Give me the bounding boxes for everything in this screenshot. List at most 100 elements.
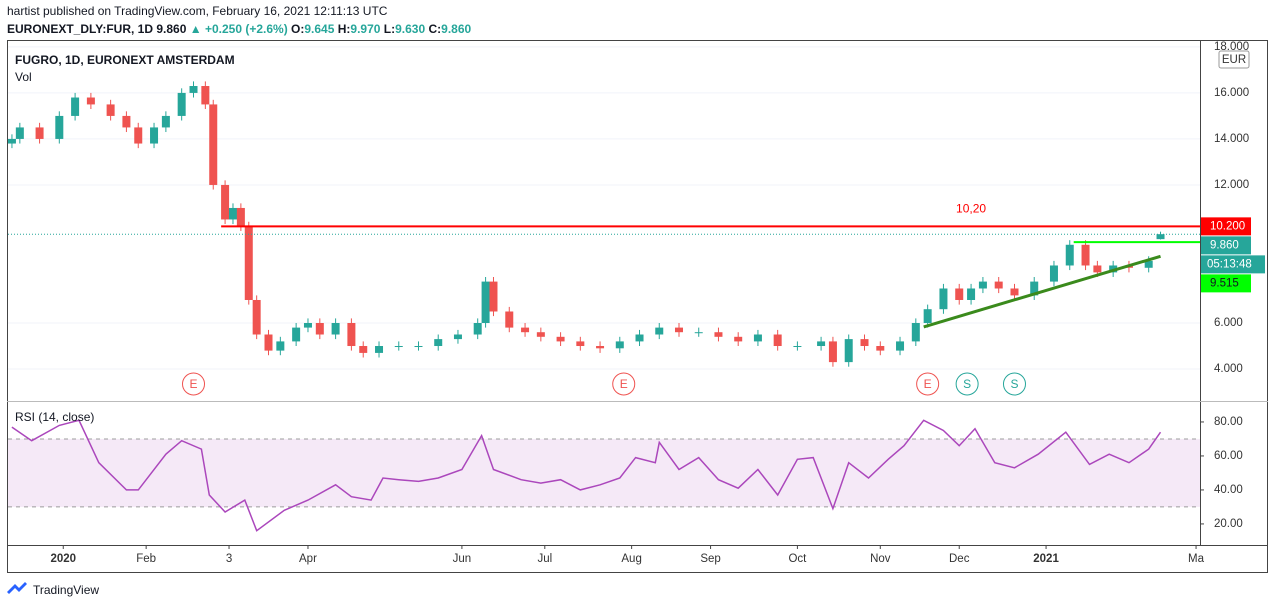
candle-body: [773, 334, 782, 347]
candle-body: [635, 334, 644, 342]
candle-body: [489, 281, 498, 312]
candle-body: [473, 323, 482, 335]
countdown: 05:13:48: [1207, 258, 1252, 270]
y-tick-label: 80.00: [1214, 416, 1243, 428]
price-label-box: [1201, 274, 1251, 293]
rsi-title: RSI (14, close): [15, 410, 94, 424]
candle-body: [292, 327, 301, 342]
candle-body: [939, 288, 948, 310]
candle-body: [1093, 265, 1102, 273]
event-marker: [182, 372, 206, 396]
candle-body: [150, 127, 159, 144]
y-tick-label: 12.000: [1214, 179, 1249, 191]
candle-body: [228, 207, 237, 220]
candle-body: [244, 226, 253, 300]
candle-body: [556, 336, 565, 342]
x-tick-label: Nov: [870, 553, 891, 565]
ohlc-value: 9.630: [395, 22, 425, 36]
ohlc-value: 9.970: [350, 22, 380, 36]
price-label-box: [1201, 236, 1251, 255]
x-tick-label: Oct: [788, 553, 807, 565]
last-price: 9.860: [156, 22, 186, 36]
y-tick-label: 6.000: [1214, 317, 1243, 329]
x-tick-label: Dec: [949, 553, 970, 565]
candle-body: [359, 346, 368, 353]
volume-label: Vol: [15, 70, 32, 84]
ohlc-value: 9.860: [441, 22, 471, 36]
x-tick-label: Aug: [621, 553, 641, 565]
x-tick-label: Sep: [700, 553, 720, 565]
candle-body: [694, 332, 703, 334]
pane-title: FUGRO, 1D, EURONEXT AMSTERDAM: [15, 53, 235, 67]
event-label: S: [1010, 377, 1018, 391]
candle-body: [955, 288, 964, 300]
annotation: 10,20: [956, 202, 986, 216]
price-label-box: [1201, 217, 1251, 236]
currency-box: [1218, 50, 1250, 69]
x-tick-label: 3: [226, 553, 232, 565]
candle-body: [576, 341, 585, 347]
candle-body: [521, 327, 530, 333]
candle-body: [394, 346, 403, 348]
candle-body: [615, 341, 624, 349]
candle-body: [896, 341, 905, 351]
y-tick-label: 4.000: [1214, 363, 1243, 375]
candle-body: [434, 339, 443, 347]
candle-body: [209, 104, 218, 185]
event-marker: [1002, 372, 1026, 396]
candle-body: [1081, 244, 1090, 266]
event-label: E: [620, 377, 628, 391]
candle-body: [674, 327, 683, 333]
symbol: EURONEXT_DLY:FUR, 1D: [7, 22, 153, 36]
candle-body: [347, 323, 356, 347]
candle-body: [536, 332, 545, 337]
countdown-box: [1201, 255, 1265, 274]
candle-body: [844, 339, 853, 363]
candle-body: [122, 115, 131, 128]
candle-body: [315, 323, 324, 335]
tradingview-logo: [7, 582, 27, 594]
candle-body: [655, 327, 664, 335]
y-tick-label: 16.000: [1214, 87, 1249, 99]
candle-body: [276, 341, 285, 351]
currency: EUR: [1222, 54, 1246, 66]
trendline: [923, 254, 1161, 329]
chart-frame: [7, 40, 1268, 573]
x-tick-label: Jul: [537, 553, 552, 565]
candle-body: [596, 346, 605, 349]
candle-body: [189, 86, 198, 93]
y-tick-label: 40.00: [1214, 484, 1243, 496]
candle-body: [978, 281, 987, 289]
rsi-line: [11, 419, 1162, 532]
candle-body: [35, 127, 44, 139]
event-marker: [916, 372, 940, 396]
change: ▲ +0.250 (+2.6%): [190, 22, 288, 36]
x-tick-label: Ma: [1188, 553, 1205, 565]
candle-body: [1156, 234, 1165, 240]
candle-body: [923, 309, 932, 324]
footer-brand: TradingView: [33, 583, 99, 597]
candle-body: [236, 207, 245, 227]
candle-body: [264, 334, 273, 351]
candle-body: [177, 92, 186, 116]
candle-body: [86, 97, 95, 105]
ohlc-key: C:: [429, 22, 442, 36]
candle-body: [303, 323, 312, 328]
candle-body: [817, 341, 826, 347]
event-label: E: [924, 377, 932, 391]
ohlc-key: O:: [291, 22, 304, 36]
symbol-line: EURONEXT_DLY:FUR, 1D 9.860 ▲ +0.250 (+2.…: [7, 22, 472, 36]
event-marker: [955, 372, 979, 396]
candle-body: [1030, 281, 1039, 296]
candle-body: [106, 104, 115, 116]
event-label: S: [963, 377, 971, 391]
candle-body: [7, 138, 16, 144]
candle-body: [793, 346, 802, 348]
candle-body: [161, 115, 170, 128]
candle-body: [71, 97, 80, 116]
x-tick-label: Feb: [136, 553, 156, 565]
candle-body: [505, 311, 514, 328]
ohlc-key: L:: [384, 22, 395, 36]
candle-body: [967, 288, 976, 300]
candle-body: [1065, 244, 1074, 266]
